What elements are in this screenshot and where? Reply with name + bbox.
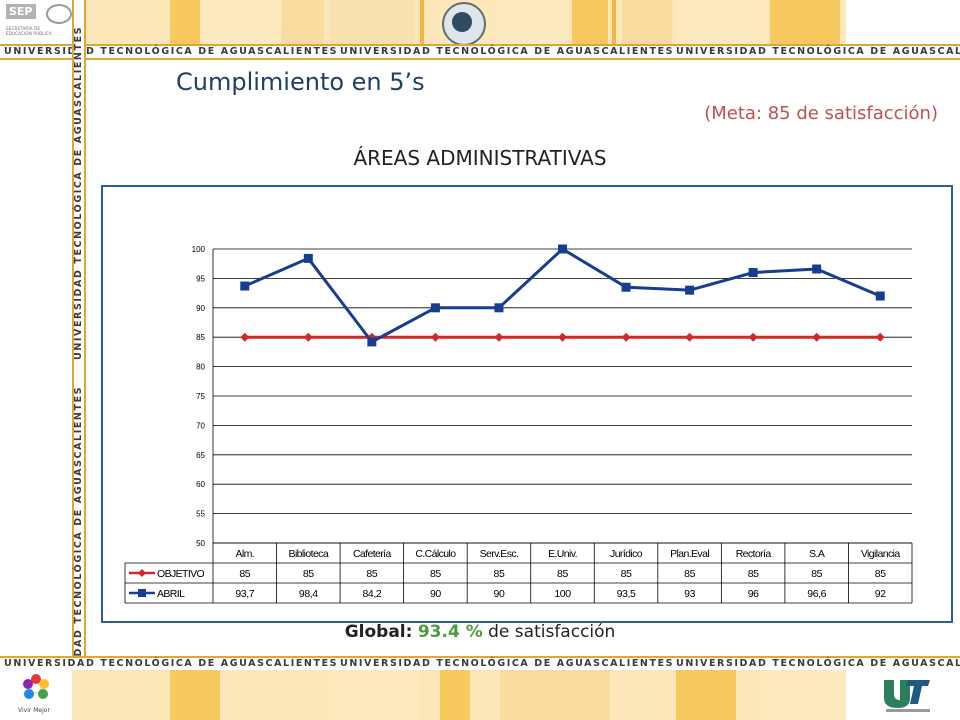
april-point bbox=[303, 253, 313, 263]
global-label: Global: bbox=[344, 622, 413, 642]
bottom-banner bbox=[0, 670, 960, 720]
x-tick-label: Cafetería bbox=[353, 548, 392, 560]
stripe-text: UNIVERSIDAD TECNOLÓGICA DE AGUASCALIENTE… bbox=[4, 46, 339, 57]
data-table-value: 85 bbox=[811, 568, 822, 580]
objective-point bbox=[367, 332, 377, 342]
data-table-value: 93,5 bbox=[617, 588, 636, 600]
series-line-abril bbox=[244, 247, 881, 344]
april-point bbox=[430, 303, 440, 313]
data-table-value: 96 bbox=[748, 588, 759, 600]
stripe-text: UNIVERSIDAD TECNOLÓGICA DE AGUASCALIENTE… bbox=[340, 658, 675, 669]
data-table-value: 85 bbox=[494, 568, 505, 580]
x-tick-label: C.Cálculo bbox=[415, 548, 456, 560]
y-tick-label: 100 bbox=[192, 245, 206, 254]
x-tick-label: Alm. bbox=[235, 548, 254, 560]
legend-marker bbox=[138, 589, 146, 597]
global-value: 93.4 % bbox=[417, 622, 483, 642]
objective-point bbox=[240, 332, 250, 342]
objective-point bbox=[812, 332, 822, 342]
x-tick-label: S.A bbox=[809, 548, 825, 560]
x-tick-label: Jurídico bbox=[610, 548, 643, 560]
y-tick-label: 95 bbox=[196, 274, 205, 283]
objective-point bbox=[748, 332, 758, 342]
y-tick-label: 50 bbox=[196, 539, 205, 548]
side-stripe-text: UNIVERSIDAD TECNOLÓGICA DE AGUASCALIENTE… bbox=[73, 385, 84, 720]
slide-title: Cumplimiento en 5’s bbox=[176, 68, 425, 96]
objective-point bbox=[494, 332, 504, 342]
april-point bbox=[685, 285, 695, 295]
data-table-value: 93,7 bbox=[235, 588, 254, 600]
april-point bbox=[558, 244, 567, 254]
data-table-value: 85 bbox=[239, 568, 250, 580]
chart-frame: 50 55 60 65 70 75 80 85 90 95 100 Alm. Biblioteca Caf… bbox=[101, 185, 953, 623]
x-tick-label: E.Univ. bbox=[548, 548, 577, 560]
y-tick-label: 60 bbox=[196, 480, 205, 489]
data-table-value: 92 bbox=[875, 588, 886, 600]
data-table-value: 96,6 bbox=[807, 588, 826, 600]
y-tick-label: 75 bbox=[196, 392, 205, 401]
x-tick-label: Plan.Eval bbox=[670, 548, 709, 560]
stripe-text: UNIVERSIDAD TECNOLÓGICA DE AGUASCALIENTE… bbox=[676, 46, 960, 57]
april-point bbox=[748, 268, 758, 278]
university-seal-center bbox=[452, 12, 472, 32]
anniversary-logo-icon bbox=[884, 680, 930, 712]
objective-point bbox=[875, 332, 885, 342]
line-chart: 50 55 60 65 70 75 80 85 90 95 100 Alm. Biblioteca Caf… bbox=[124, 244, 913, 604]
data-table-value: 100 bbox=[554, 588, 571, 600]
april-point bbox=[621, 282, 631, 292]
stripe-text: UNIVERSIDAD TECNOLÓGICA DE AGUASCALIENTE… bbox=[340, 46, 675, 57]
vivir-mejor-label: Vivir Mejor bbox=[18, 707, 50, 714]
data-table-value: 85 bbox=[748, 568, 759, 580]
agency-line-1: SECRETARÍA DE bbox=[6, 26, 41, 31]
data-table-value: 85 bbox=[875, 568, 886, 580]
top-banner bbox=[0, 0, 960, 44]
legend-label: OBJETIVO bbox=[157, 568, 205, 580]
data-table-value: 85 bbox=[621, 568, 632, 580]
objective-point bbox=[685, 332, 695, 342]
data-table-value: 93 bbox=[684, 588, 695, 600]
y-tick-label: 85 bbox=[196, 333, 205, 342]
agency-line-2: EDUCACIÓN PÚBLICA bbox=[6, 31, 52, 36]
objective-point bbox=[430, 332, 440, 342]
vivir-mejor-logo-icon bbox=[23, 674, 49, 699]
global-summary: Global: 93.4 % de satisfacción bbox=[0, 622, 960, 642]
data-table-value: 85 bbox=[366, 568, 377, 580]
side-stripe: UNIVERSIDAD TECNOLÓGICA DE AGUASCALIENTE… bbox=[72, 0, 86, 720]
stripe-text: UNIVERSIDAD TECNOLÓGICA DE AGUASCALIENTE… bbox=[4, 658, 339, 669]
y-tick-label: 55 bbox=[196, 510, 205, 519]
legend-marker bbox=[138, 569, 146, 577]
chart-section-title: ÁREAS ADMINISTRATIVAS bbox=[353, 146, 607, 170]
y-tick-label: 90 bbox=[196, 304, 205, 313]
stripe-text: UNIVERSIDAD TECNOLÓGICA DE AGUASCALIENTE… bbox=[676, 658, 960, 669]
objective-point bbox=[558, 332, 567, 342]
data-table-value: 85 bbox=[303, 568, 314, 580]
april-point bbox=[812, 264, 822, 274]
data-table-value: 98,4 bbox=[299, 588, 318, 600]
data-table-value: 85 bbox=[557, 568, 568, 580]
data-table-value: 90 bbox=[430, 588, 441, 600]
objective-point bbox=[303, 332, 313, 342]
data-table-value: 90 bbox=[494, 588, 505, 600]
data-table-value: 85 bbox=[430, 568, 441, 580]
x-tick-label: Serv.Esc. bbox=[480, 548, 519, 560]
april-point bbox=[875, 291, 885, 301]
goal-text: (Meta: 85 de satisfacción) bbox=[704, 103, 938, 124]
april-point bbox=[240, 281, 250, 291]
top-stripe: UNIVERSIDAD TECNOLÓGICA DE AGUASCALIENTE… bbox=[0, 44, 960, 60]
legend-label: ABRIL bbox=[157, 588, 185, 600]
eagle-emblem-icon bbox=[46, 4, 72, 24]
x-tick-label: Biblioteca bbox=[289, 548, 329, 560]
x-tick-label: Vigilancia bbox=[861, 548, 901, 560]
y-tick-label: 65 bbox=[196, 451, 205, 460]
data-table-value: 84,2 bbox=[362, 588, 381, 600]
data-table-value: 85 bbox=[684, 568, 695, 580]
global-suffix: de satisfacción bbox=[488, 622, 616, 642]
sep-logo-text: SEP bbox=[6, 4, 36, 19]
y-tick-label: 80 bbox=[196, 363, 205, 372]
x-tick-label: Rectoría bbox=[736, 548, 772, 560]
objective-point bbox=[621, 332, 631, 342]
y-tick-label: 70 bbox=[196, 421, 205, 430]
april-point bbox=[367, 337, 377, 347]
april-point bbox=[494, 303, 504, 313]
